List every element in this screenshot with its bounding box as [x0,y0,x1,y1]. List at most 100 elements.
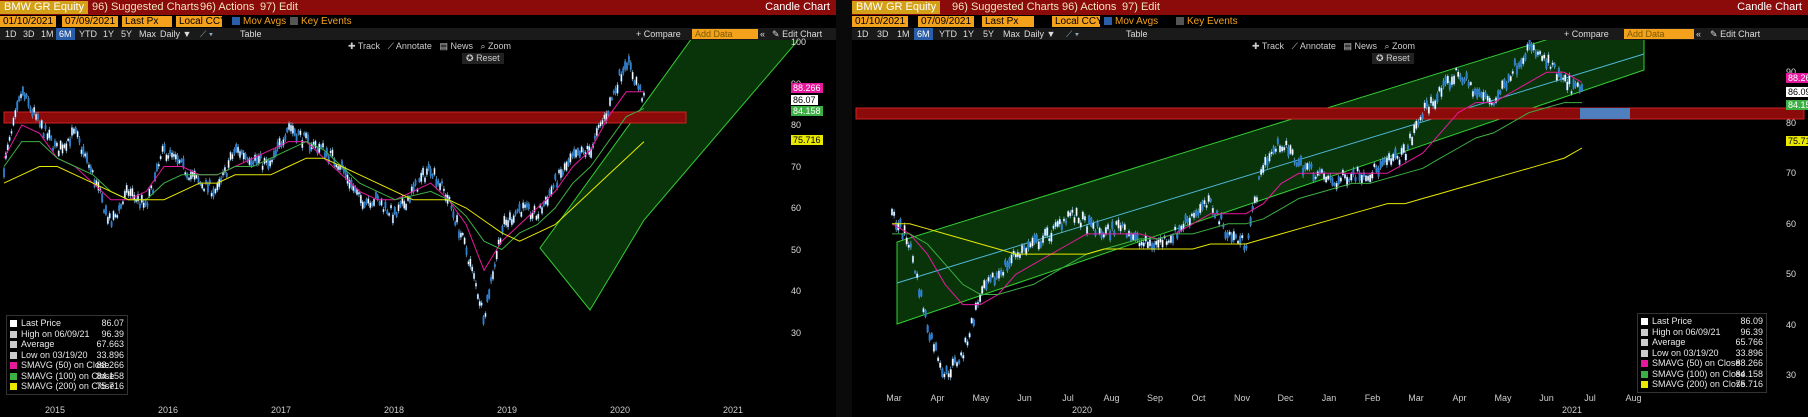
collapse-icon[interactable]: « [1696,29,1702,39]
period-5y[interactable]: 5Y [983,29,995,39]
period-1d[interactable]: 1D [857,29,869,39]
period-1m[interactable]: 1M [41,29,54,39]
period-1m[interactable]: 1M [897,29,910,39]
candle-body [573,149,576,157]
chart-type-icon[interactable]: ⟋ ▾ [200,29,214,39]
mov-avgs-checkbox[interactable]: Mov Avgs [1104,17,1158,27]
chart-type-icon[interactable]: ⟋ ▾ [1066,29,1080,39]
end-date-field[interactable]: 07/09/2021 [918,16,975,27]
candle-body [395,212,398,217]
currency-select[interactable]: Local CCY [176,16,227,27]
candle-body [899,218,902,228]
candle-body [150,185,153,189]
reset-button[interactable]: ✪ Reset [1372,53,1414,64]
candle-body [941,368,944,377]
edit-chart-button[interactable]: ✎ Edit Chart [772,28,822,40]
candle-body [454,221,457,226]
collapse-icon[interactable]: « [760,29,766,39]
candle-body [1004,260,1007,265]
add-data-input[interactable]: Add Data [692,29,758,39]
table-button[interactable]: Table [240,29,262,39]
suggested-charts-menu[interactable]: 96) Suggested Charts [92,1,200,13]
reset-button[interactable]: ✪ Reset [462,53,504,64]
edit-chart-button[interactable]: ✎ Edit Chart [1710,28,1760,40]
period-1d[interactable]: 1D [5,29,17,39]
edit-menu[interactable]: 97) Edit [260,1,298,13]
candle-body [189,171,192,180]
news-button[interactable]: ▤ News [439,41,473,51]
start-date-field[interactable]: 01/10/2021 [852,16,909,27]
candle-body [290,124,292,132]
x-tick-label: Apr [930,393,945,403]
candle-body [407,195,409,201]
start-date-field[interactable]: 01/10/2021 [0,16,57,27]
actions-menu[interactable]: 96) Actions [1062,1,1117,13]
candle-body [1455,67,1458,71]
candle-body [1417,120,1420,126]
period-6m[interactable]: 6M [56,28,75,40]
end-date-field[interactable]: 07/09/2021 [62,16,119,27]
period-ytd[interactable]: YTD [79,29,97,39]
candle-body [484,312,487,317]
period-1y[interactable]: 1Y [103,29,115,39]
annotate-button[interactable]: ⟋ Annotate [1291,41,1336,51]
candle-body [114,214,117,218]
candle-body [475,283,477,287]
legend-value: 96.39 [1740,326,1763,337]
price-chart[interactable] [852,40,1808,405]
currency-select[interactable]: Local CCY [1052,16,1103,27]
mov-avgs-checkbox[interactable]: Mov Avgs [232,17,286,27]
x-tick-label: Sep [1146,393,1164,403]
suggested-charts-menu[interactable]: 96) Suggested Charts [952,1,1060,13]
period-max[interactable]: Max [1003,29,1021,39]
period-1y[interactable]: 1Y [963,29,975,39]
y-tick-label: 70 [791,161,802,172]
compare-button[interactable]: + Compare [1564,29,1609,39]
candle-body [522,202,525,209]
table-button[interactable]: Table [1126,29,1148,39]
candle-body [1186,218,1189,223]
track-button[interactable]: ✚ Track [348,41,381,51]
price-field-select[interactable]: Last Px [982,16,1034,27]
candle-body [535,215,538,221]
key-events-label: Key Events [301,16,352,27]
period-3d[interactable]: 3D [23,29,35,39]
add-data-input[interactable]: Add Data [1624,29,1694,39]
zoom-button[interactable]: ⌕ Zoom [1384,41,1416,51]
candle-body [507,220,510,228]
frequency-select[interactable]: Daily ▼ [1024,29,1056,39]
actions-menu[interactable]: 96) Actions [200,1,255,13]
pane-divider [836,0,852,417]
compare-button[interactable]: + Compare [636,29,681,39]
legend-value: 65.766 [1735,337,1763,347]
candle-body [101,193,104,203]
ticker-label[interactable]: BMW GR Equity [0,1,89,14]
candle-body [514,211,517,215]
key-events-checkbox[interactable]: Key Events [290,17,352,27]
candle-body [1302,167,1305,176]
candle-body [420,172,423,182]
news-button[interactable]: ▤ News [1343,41,1377,51]
candle-body [473,273,476,279]
ticker-label[interactable]: BMW GR Equity [852,1,941,14]
edit-menu[interactable]: 97) Edit [1122,1,1160,13]
period-5y[interactable]: 5Y [121,29,133,39]
candle-body [1457,71,1460,77]
period-max[interactable]: Max [139,29,157,39]
annotate-button[interactable]: ⟋ Annotate [387,41,432,51]
track-button[interactable]: ✚ Track [1252,41,1285,51]
candle-body [1293,160,1296,164]
key-events-checkbox[interactable]: Key Events [1176,17,1238,27]
candle-body [403,200,406,209]
period-ytd[interactable]: YTD [939,29,957,39]
candle-body [144,200,147,205]
candle-body [578,151,581,158]
price-chart[interactable] [0,40,836,405]
period-3d[interactable]: 3D [877,29,889,39]
period-6m[interactable]: 6M [914,28,933,40]
zoom-button[interactable]: ⌕ Zoom [480,41,512,51]
price-field-select[interactable]: Last Px [122,16,172,27]
candle-body [1490,101,1493,105]
candle-body [970,317,973,324]
frequency-select[interactable]: Daily ▼ [160,29,192,39]
